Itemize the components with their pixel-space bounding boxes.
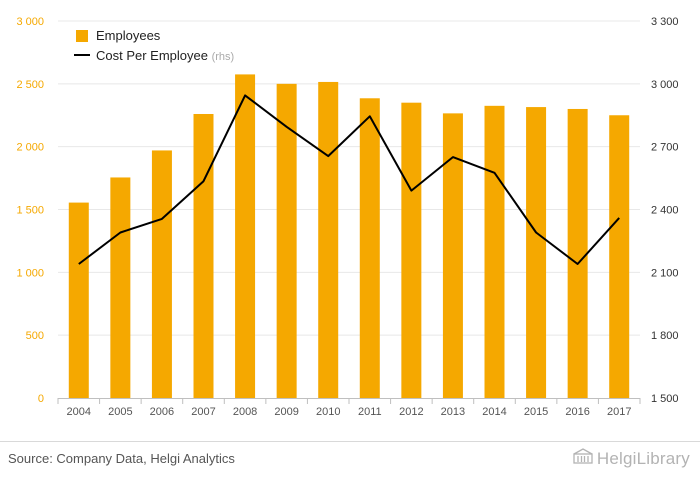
footer-divider (0, 441, 700, 442)
bar-employees (68, 202, 89, 398)
bar-employees (359, 98, 380, 398)
x-axis-tick-label: 2014 (482, 406, 506, 418)
left-axis-tick-label: 2 000 (16, 142, 44, 154)
building-icon (573, 448, 593, 469)
bar-employees (609, 115, 630, 398)
x-axis-tick-label: 2008 (233, 406, 257, 418)
source-note: Source: Company Data, Helgi Analytics (8, 451, 235, 466)
bar-employees (526, 107, 547, 398)
x-axis-tick-label: 2016 (565, 406, 589, 418)
legend-rhs-note: (rhs) (212, 51, 235, 63)
line-cost-per-employee (78, 94, 620, 265)
x-axis-tick-label: 2004 (67, 406, 91, 418)
bar-employees (484, 105, 505, 398)
x-axis-tick-label: 2007 (191, 406, 215, 418)
left-axis-tick-label: 3 000 (16, 16, 44, 28)
bar-employees (567, 108, 588, 398)
x-axis-tick-label: 2009 (274, 406, 298, 418)
x-axis-tick-label: 2006 (150, 406, 174, 418)
left-axis-tick-label: 500 (26, 330, 44, 342)
right-axis-tick-label: 2 400 (651, 205, 679, 217)
chart-svg: 0 500 1 000 1 500 2 000 2 500 3 000 1 500 1 800 2… (16, 16, 679, 418)
x-axis-tick-label: 2013 (441, 406, 465, 418)
chart: 0 500 1 000 1 500 2 000 2 500 3 000 1 500 1 800 2… (16, 16, 679, 418)
bar-employees (110, 177, 131, 398)
x-axis-tick-label: 2017 (607, 406, 631, 418)
bar-employees (318, 81, 339, 398)
bar-employees (401, 102, 422, 398)
x-axis-tick-label: 2005 (108, 406, 132, 418)
left-axis-tick-label: 1 000 (16, 267, 44, 279)
left-axis-tick-label: 2 500 (16, 79, 44, 91)
legend-swatch-employees (76, 30, 88, 42)
x-axis-tick-label: 2011 (358, 406, 382, 418)
left-axis-tick-label: 1 500 (16, 205, 44, 217)
brand-name: HelgiLibrary (596, 448, 690, 468)
x-axis-tick-label: 2010 (316, 406, 340, 418)
right-axis-tick-label: 3 300 (651, 16, 679, 28)
legend-label-employees: Employees (96, 28, 161, 43)
brand-logo[interactable]: HelgiLibrary (573, 448, 690, 469)
right-axis-tick-label: 1 500 (651, 393, 679, 405)
right-axis-tick-label: 2 100 (651, 267, 679, 279)
x-axis-tick-label: 2012 (399, 406, 423, 418)
right-axis-tick-label: 3 000 (651, 79, 679, 91)
x-axis-tick-label: 2015 (524, 406, 548, 418)
bar-employees (235, 74, 256, 399)
bar-employees (193, 113, 214, 398)
bar-employees (151, 150, 172, 398)
right-axis-tick-label: 2 700 (651, 142, 679, 154)
bar-employees (442, 113, 463, 399)
legend-label-cost-per-employee: Cost Per Employee (rhs) (96, 48, 234, 63)
left-axis-tick-label: 0 (38, 393, 44, 405)
bar-employees (276, 83, 297, 398)
right-axis-tick-label: 1 800 (651, 330, 679, 342)
